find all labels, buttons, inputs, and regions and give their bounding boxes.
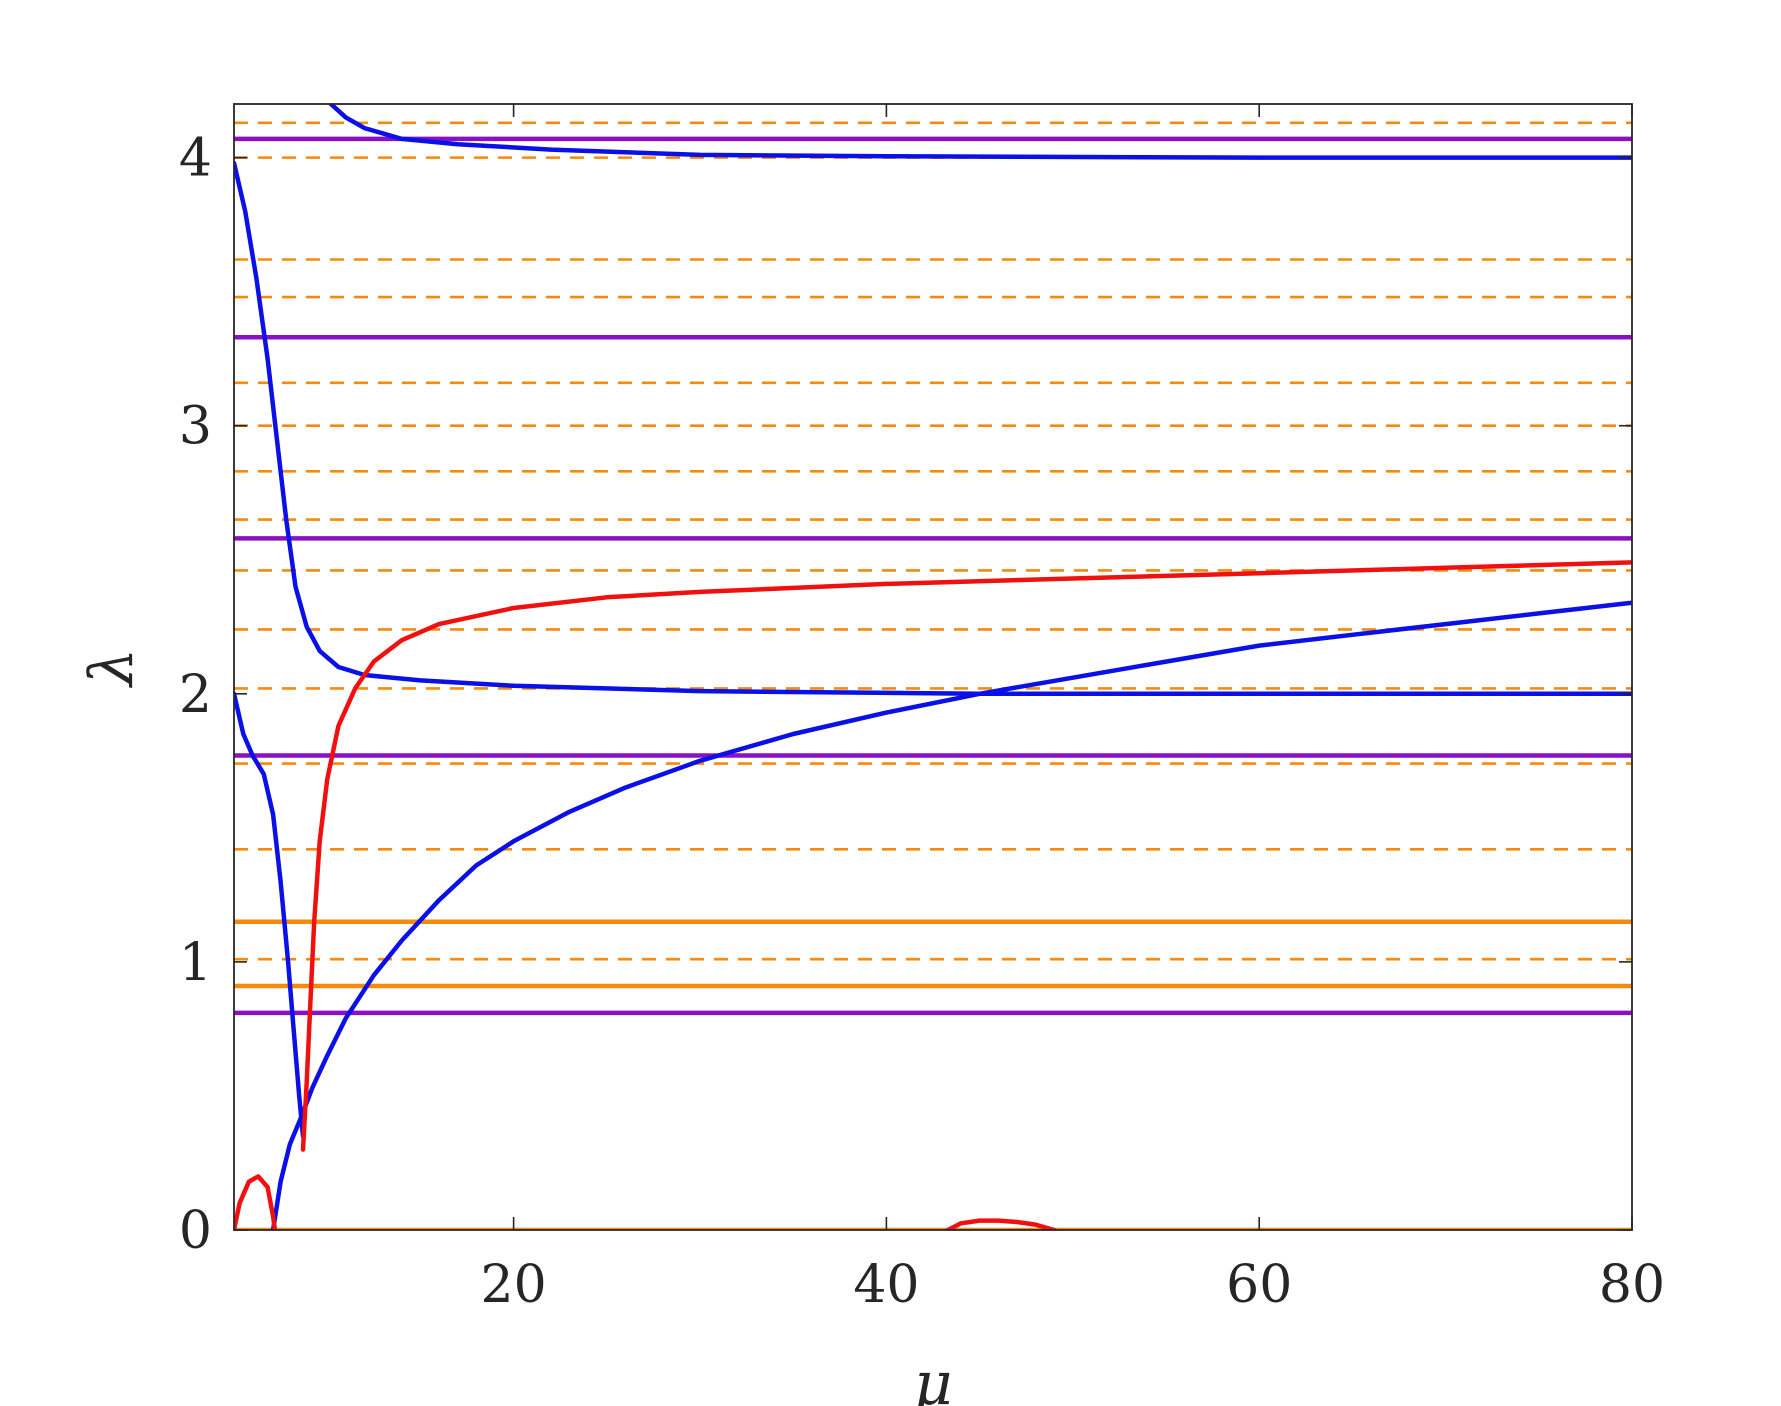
blue-curve-2 <box>234 691 306 1139</box>
x-tick-label-2: 60 <box>1226 1255 1292 1315</box>
x-tick-label-1: 40 <box>853 1255 919 1315</box>
blue-curve-1 <box>234 160 1632 697</box>
red-curve-5 <box>300 560 1632 1152</box>
blue-curve-0 <box>328 104 1632 160</box>
series-group <box>234 104 1632 1230</box>
y-tick-label-0: 0 <box>179 1201 212 1261</box>
blue-curve-3 <box>270 600 1632 1230</box>
y-axis-label: λ <box>77 648 147 688</box>
x-tick-label-0: 20 <box>481 1255 547 1315</box>
plot-area <box>234 104 1632 1230</box>
x-tick-label-3: 80 <box>1599 1255 1665 1315</box>
y-tick-label-1: 1 <box>179 933 212 993</box>
reference-lines <box>234 121 1632 1230</box>
y-tick-label-3: 3 <box>179 397 212 457</box>
ticks-group: 20 40 60 80 0 1 2 3 4 <box>179 104 1665 1315</box>
x-axis-label: μ <box>914 1349 953 1406</box>
plot-frame <box>233 103 1633 1231</box>
red-curve-4 <box>234 1174 278 1230</box>
y-tick-label-4: 4 <box>179 129 212 189</box>
red-curve-6 <box>945 1218 1057 1230</box>
y-tick-label-2: 2 <box>179 665 212 725</box>
